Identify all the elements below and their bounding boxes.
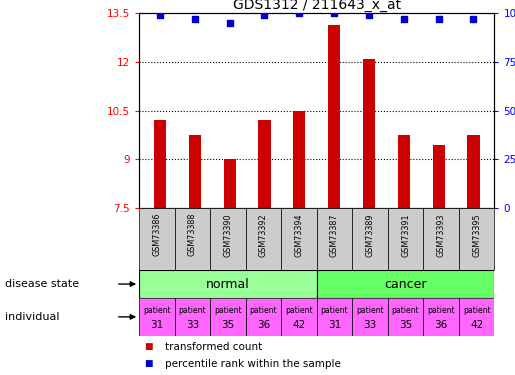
Bar <box>398 135 410 208</box>
Text: patient: patient <box>285 306 313 315</box>
Title: GDS1312 / 211643_x_at: GDS1312 / 211643_x_at <box>233 0 401 12</box>
Bar <box>388 208 423 270</box>
Text: patient: patient <box>427 306 455 315</box>
Text: transformed count: transformed count <box>165 342 262 352</box>
Bar <box>175 208 210 270</box>
Text: patient: patient <box>143 306 170 315</box>
Bar <box>224 159 236 208</box>
Point <box>156 12 164 18</box>
Bar <box>388 298 423 336</box>
Text: 36: 36 <box>257 320 270 330</box>
Text: disease state: disease state <box>5 279 79 289</box>
Text: GSM73391: GSM73391 <box>401 213 410 256</box>
Bar <box>246 298 281 336</box>
Bar <box>352 298 388 336</box>
Text: 33: 33 <box>364 320 376 330</box>
Text: patient: patient <box>250 306 277 315</box>
Bar <box>139 270 317 298</box>
Text: patient: patient <box>214 306 242 315</box>
Text: 35: 35 <box>399 320 412 330</box>
Text: percentile rank within the sample: percentile rank within the sample <box>165 359 341 369</box>
Text: GSM73388: GSM73388 <box>188 213 197 256</box>
Bar <box>246 208 281 270</box>
Bar <box>317 270 494 298</box>
Bar <box>210 208 246 270</box>
Bar <box>188 135 201 208</box>
Bar <box>317 298 352 336</box>
Bar <box>459 208 494 270</box>
Text: GSM73387: GSM73387 <box>330 213 339 256</box>
Text: 42: 42 <box>293 320 305 330</box>
Text: 35: 35 <box>221 320 234 330</box>
Point <box>191 16 199 22</box>
Bar <box>139 208 175 270</box>
Text: ■: ■ <box>144 342 153 351</box>
Bar <box>259 120 270 208</box>
Point <box>295 10 303 16</box>
Text: patient: patient <box>392 306 419 315</box>
Text: 31: 31 <box>328 320 341 330</box>
Text: patient: patient <box>179 306 206 315</box>
Text: ■: ■ <box>144 359 153 368</box>
Text: patient: patient <box>321 306 348 315</box>
Text: GSM73390: GSM73390 <box>224 213 232 256</box>
Text: cancer: cancer <box>384 278 427 291</box>
Bar <box>468 135 479 208</box>
Bar <box>139 298 175 336</box>
Point <box>226 20 234 26</box>
Text: 36: 36 <box>435 320 448 330</box>
Bar <box>293 111 305 208</box>
Text: 31: 31 <box>150 320 163 330</box>
Text: GSM73395: GSM73395 <box>472 213 481 257</box>
Point <box>400 16 408 22</box>
Point <box>469 16 477 22</box>
Text: 33: 33 <box>186 320 199 330</box>
Point <box>330 10 338 16</box>
Text: individual: individual <box>5 312 60 322</box>
Text: GSM73393: GSM73393 <box>437 213 445 256</box>
Bar <box>352 208 388 270</box>
Text: normal: normal <box>206 278 250 291</box>
Bar <box>175 298 210 336</box>
Bar <box>154 120 166 208</box>
Bar <box>317 208 352 270</box>
Point <box>435 16 443 22</box>
Text: GSM73386: GSM73386 <box>152 213 161 256</box>
Text: GSM73389: GSM73389 <box>366 213 374 256</box>
Bar <box>423 208 459 270</box>
Bar <box>459 298 494 336</box>
Bar <box>281 298 317 336</box>
Bar <box>433 145 445 208</box>
Bar <box>281 208 317 270</box>
Text: 42: 42 <box>470 320 483 330</box>
Text: GSM73394: GSM73394 <box>295 213 303 256</box>
Text: GSM73392: GSM73392 <box>259 213 268 257</box>
Bar <box>328 24 340 208</box>
Bar <box>363 58 375 208</box>
Point <box>261 12 269 18</box>
Bar <box>210 298 246 336</box>
Point <box>365 12 373 18</box>
Text: patient: patient <box>356 306 384 315</box>
Text: patient: patient <box>463 306 490 315</box>
Bar <box>423 298 459 336</box>
